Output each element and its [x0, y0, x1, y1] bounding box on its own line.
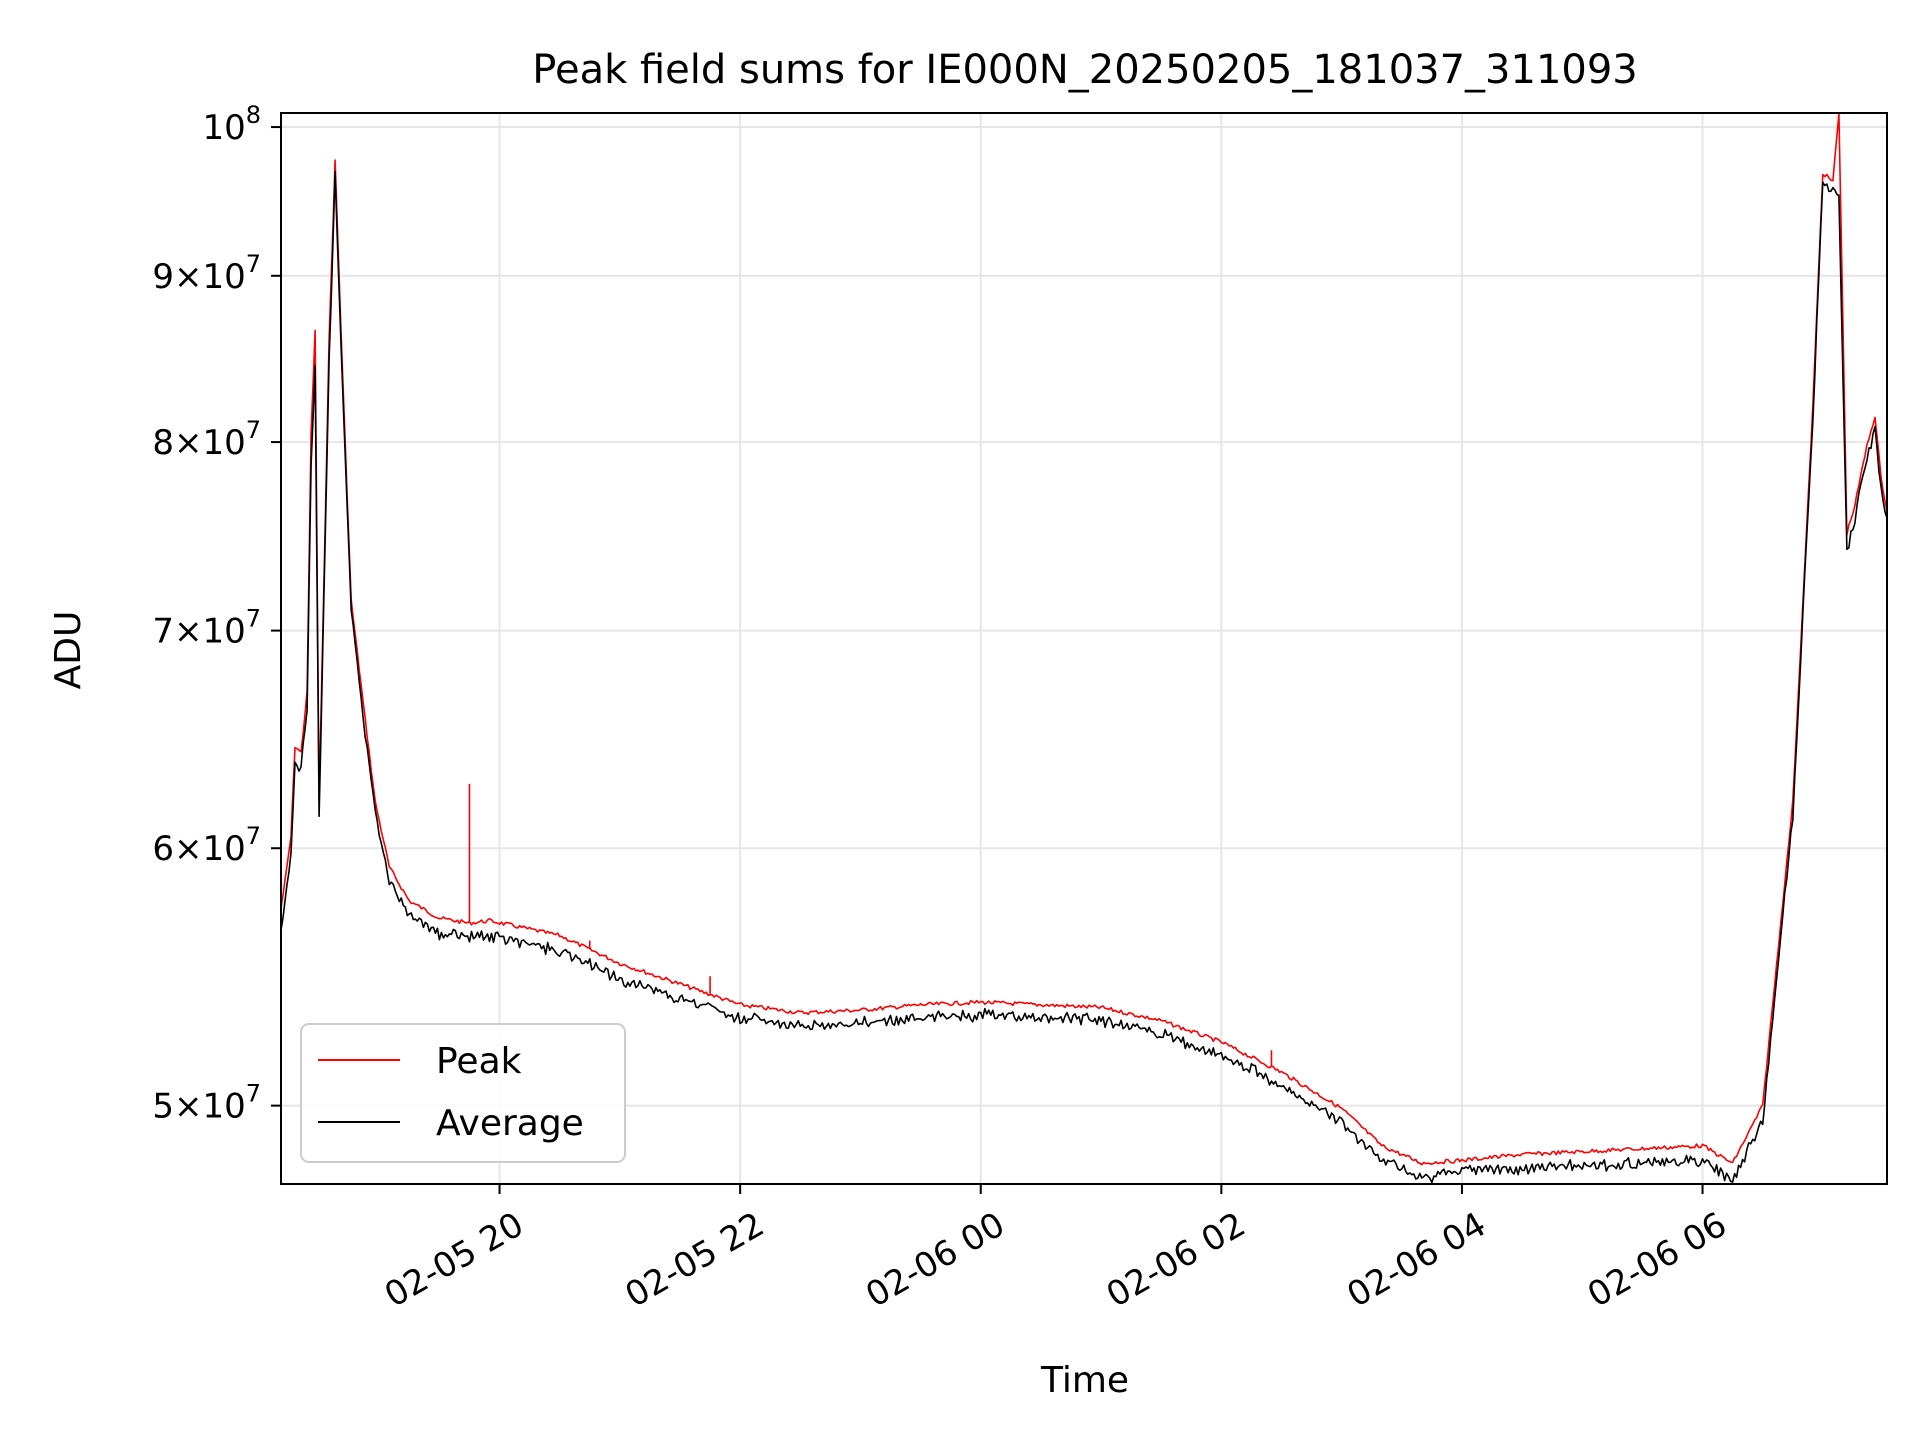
- legend-box: [300, 1023, 626, 1163]
- x-axis-label: Time: [1040, 1360, 1129, 1401]
- y-tick-label: 8×107: [152, 416, 261, 463]
- y-tick-label: 6×107: [152, 822, 261, 869]
- y-axis-label: ADU: [48, 611, 89, 690]
- legend-label-peak: Peak: [436, 1041, 522, 1082]
- legend-label-average: Average: [436, 1103, 584, 1144]
- series-line-peak: [280, 112, 1888, 1166]
- chart-title: Peak field sums for IE000N_20250205_1810…: [532, 47, 1637, 93]
- y-tick-label: 7×107: [152, 605, 261, 652]
- grid-lines: [281, 113, 1887, 1184]
- y-tick-label: 5×107: [152, 1080, 261, 1127]
- legend: Peak Average: [300, 1023, 626, 1163]
- series-line-average: [280, 170, 1888, 1184]
- y-tick-label: 9×107: [152, 250, 261, 297]
- series-lines: [280, 112, 1888, 1184]
- plot-area-frame: [280, 112, 1888, 1185]
